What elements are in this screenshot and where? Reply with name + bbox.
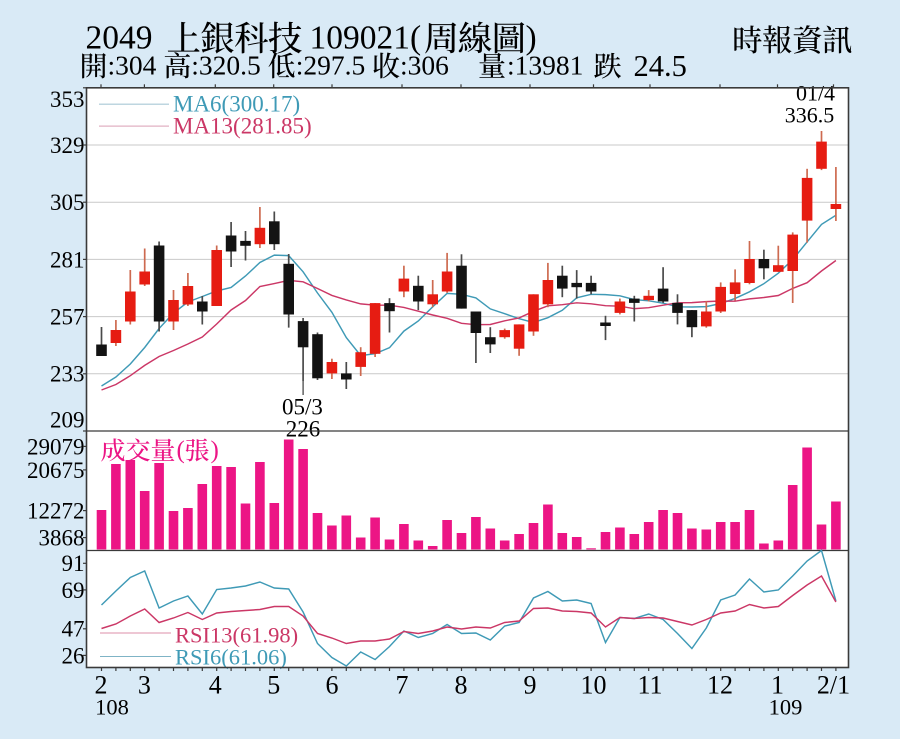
svg-text:20675: 20675 [27, 458, 85, 483]
svg-text:9: 9 [524, 671, 537, 700]
svg-text:353: 353 [50, 87, 85, 112]
svg-text:29079: 29079 [27, 434, 85, 459]
svg-text:2/1: 2/1 [817, 671, 850, 700]
svg-text:26: 26 [62, 643, 85, 668]
svg-text:MA13(281.85): MA13(281.85) [173, 114, 312, 139]
svg-text:MA6(300.17): MA6(300.17) [173, 92, 300, 117]
svg-text::320.5: :320.5 [191, 50, 267, 81]
svg-text:91: 91 [62, 551, 85, 576]
svg-text:10: 10 [581, 671, 607, 700]
svg-text:24.5: 24.5 [634, 49, 687, 83]
svg-text:RSI13(61.98): RSI13(61.98) [175, 622, 298, 647]
svg-text:329: 329 [50, 133, 85, 158]
svg-text:): ) [211, 437, 219, 464]
svg-text:05/3: 05/3 [282, 394, 323, 419]
svg-text:233: 233 [50, 362, 85, 387]
svg-text:RSI6(61.06): RSI6(61.06) [175, 644, 287, 669]
svg-text:11: 11 [637, 671, 662, 700]
svg-text:209: 209 [50, 407, 85, 432]
svg-text::13981: :13981 [507, 50, 583, 81]
svg-text:12272: 12272 [27, 499, 85, 524]
svg-text:281: 281 [50, 247, 85, 272]
svg-text:47: 47 [62, 617, 85, 642]
svg-text:2: 2 [95, 671, 108, 700]
svg-text::297.5: :297.5 [296, 50, 372, 81]
svg-text:109021(: 109021( [310, 20, 422, 57]
svg-text::306: :306 [400, 50, 463, 81]
svg-text:7: 7 [396, 671, 409, 700]
svg-text:(: ( [177, 437, 185, 464]
svg-text:257: 257 [50, 305, 85, 330]
svg-text:69: 69 [62, 578, 85, 603]
svg-text:12: 12 [707, 671, 733, 700]
svg-text:5: 5 [267, 671, 280, 700]
svg-text:): ) [526, 20, 537, 57]
svg-text:108: 108 [95, 694, 129, 719]
svg-text:3: 3 [138, 671, 151, 700]
svg-text:226: 226 [286, 416, 321, 441]
svg-text:3868: 3868 [39, 526, 85, 551]
svg-text:4: 4 [209, 671, 222, 700]
svg-text:01/4: 01/4 [796, 81, 835, 106]
svg-text:8: 8 [455, 671, 468, 700]
svg-text:2049: 2049 [86, 20, 153, 57]
svg-text:305: 305 [50, 190, 85, 215]
svg-text:109: 109 [769, 694, 803, 719]
svg-text:336.5: 336.5 [785, 103, 835, 128]
svg-text:6: 6 [326, 671, 339, 700]
svg-text:1: 1 [771, 671, 784, 700]
svg-text::304: :304 [108, 50, 164, 81]
